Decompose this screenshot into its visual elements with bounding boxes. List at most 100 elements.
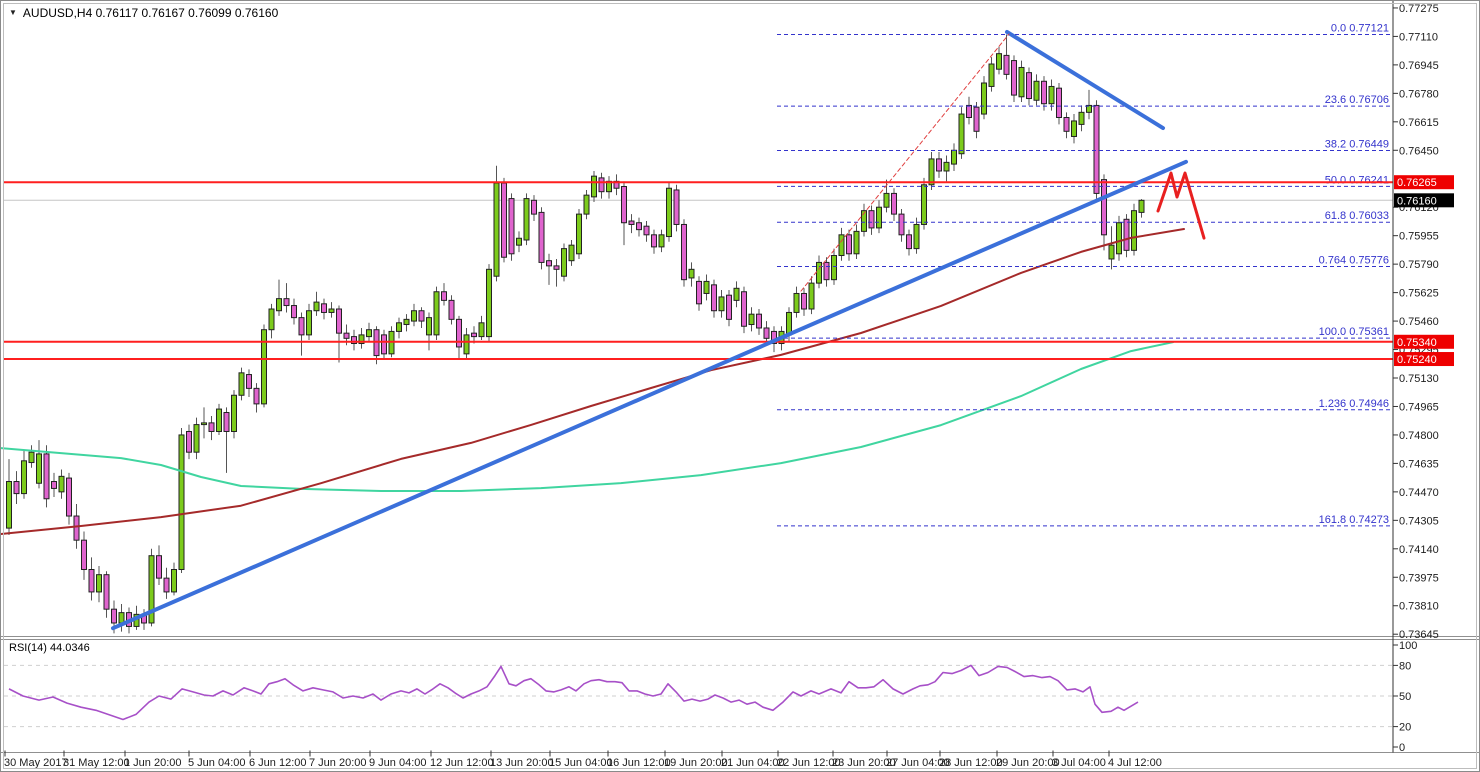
candle [36, 453, 42, 484]
date-label: 31 May 12:00 [63, 757, 130, 769]
candle [733, 287, 740, 301]
candle [478, 322, 485, 338]
price-tick-label: 0.74635 [1399, 458, 1439, 470]
rsi-scale-label: 80 [1399, 660, 1411, 672]
rsi-scale-label: 0 [1399, 742, 1405, 754]
candle [1131, 210, 1137, 251]
date-label: 21 Jun 04:00 [721, 757, 785, 769]
price-badge-label: 0.75240 [1397, 354, 1437, 366]
candle [96, 574, 102, 593]
candle [666, 187, 672, 238]
candle [1026, 72, 1032, 100]
price-tick-label: 0.74470 [1399, 487, 1439, 499]
candle [28, 451, 35, 464]
candle [936, 158, 942, 172]
descending-trendline[interactable] [1005, 29, 1165, 131]
collapse-triangle-icon[interactable]: ▼ [9, 8, 17, 17]
date-label: 3 Jul 04:00 [1052, 757, 1106, 769]
candle [456, 318, 462, 348]
candle [1011, 60, 1017, 96]
candle [186, 430, 192, 453]
date-label: 1 Jun 20:00 [124, 757, 182, 769]
candle [351, 336, 357, 345]
price-tick-label: 0.75790 [1399, 259, 1439, 271]
candle [831, 255, 837, 281]
candle [418, 310, 425, 322]
candle [103, 574, 110, 610]
price-badge-label: 0.76265 [1397, 177, 1437, 189]
candle [651, 234, 657, 248]
price-badge-label: 0.75340 [1397, 337, 1437, 349]
candle [1018, 66, 1025, 98]
candle [448, 299, 455, 320]
candle [891, 192, 897, 215]
candle [381, 334, 387, 355]
candle [576, 213, 582, 255]
date-label: 29 Jun 20:00 [996, 757, 1060, 769]
fib-level-label: 0.764 0.75776 [1319, 255, 1389, 267]
candle [403, 318, 410, 326]
candle [538, 211, 545, 263]
candle [636, 222, 642, 231]
candle [1101, 179, 1107, 236]
price-tick-label: 0.73645 [1399, 629, 1439, 641]
candle [298, 317, 305, 336]
candle [598, 177, 605, 193]
ma-slow-line[interactable] [1, 341, 1174, 492]
date-label: 4 Jul 12:00 [1108, 757, 1162, 769]
candle [366, 329, 372, 338]
candle [913, 223, 920, 250]
price-badge-label: 0.76160 [1397, 195, 1437, 207]
price-tick-label: 0.75460 [1399, 316, 1439, 328]
fib-level-label: 23.6 0.76706 [1325, 94, 1389, 106]
candle [1138, 199, 1145, 213]
candle [216, 408, 222, 432]
candle [591, 175, 597, 198]
rejection-arrows-annotation[interactable] [1156, 171, 1206, 240]
price-badge [1394, 175, 1454, 190]
ohlc-readout: 0.76117 0.76167 0.76099 0.76160 [95, 6, 279, 20]
candle [561, 248, 567, 277]
candle [553, 265, 560, 270]
candle [493, 182, 500, 277]
candle [486, 268, 492, 338]
ma-fast-line[interactable] [1, 228, 1185, 535]
price-badge [1394, 193, 1454, 208]
fib-level-label: 38.2 0.76449 [1325, 138, 1389, 150]
dashed-red-trendline[interactable] [800, 33, 1010, 292]
price-tick-label: 0.77110 [1399, 31, 1438, 43]
candle [1048, 85, 1055, 105]
date-label: 28 Jun 12:00 [939, 757, 1003, 769]
price-tick-label: 0.75625 [1399, 288, 1439, 300]
candle [673, 189, 680, 225]
ascending-trendline[interactable] [111, 159, 1188, 631]
fib-level-label: 61.8 0.76033 [1325, 210, 1389, 222]
price-tick-label: 0.74965 [1399, 401, 1439, 413]
candle [253, 387, 260, 405]
candle [223, 412, 230, 432]
candle [658, 234, 665, 248]
candle [208, 422, 215, 432]
candle [876, 206, 882, 229]
candle [771, 330, 777, 345]
candle [171, 569, 177, 593]
candle [763, 327, 770, 339]
price-tick-label: 0.76945 [1399, 60, 1439, 72]
candle [328, 308, 335, 313]
candle [1063, 117, 1070, 132]
candle [21, 460, 27, 495]
candle [906, 234, 912, 250]
candle [621, 186, 627, 224]
candle [583, 194, 590, 215]
candle [396, 322, 402, 332]
candle [321, 303, 327, 313]
rsi-scale-label: 100 [1399, 640, 1417, 652]
candle [58, 475, 65, 493]
candle [808, 282, 815, 310]
price-tick-label: 0.73975 [1399, 572, 1439, 584]
rsi-value: 44.0346 [49, 642, 90, 654]
date-label: 19 Jun 20:00 [664, 757, 728, 769]
rsi-scale-label: 50 [1399, 691, 1411, 703]
date-label: 13 Jun 20:00 [490, 757, 554, 769]
